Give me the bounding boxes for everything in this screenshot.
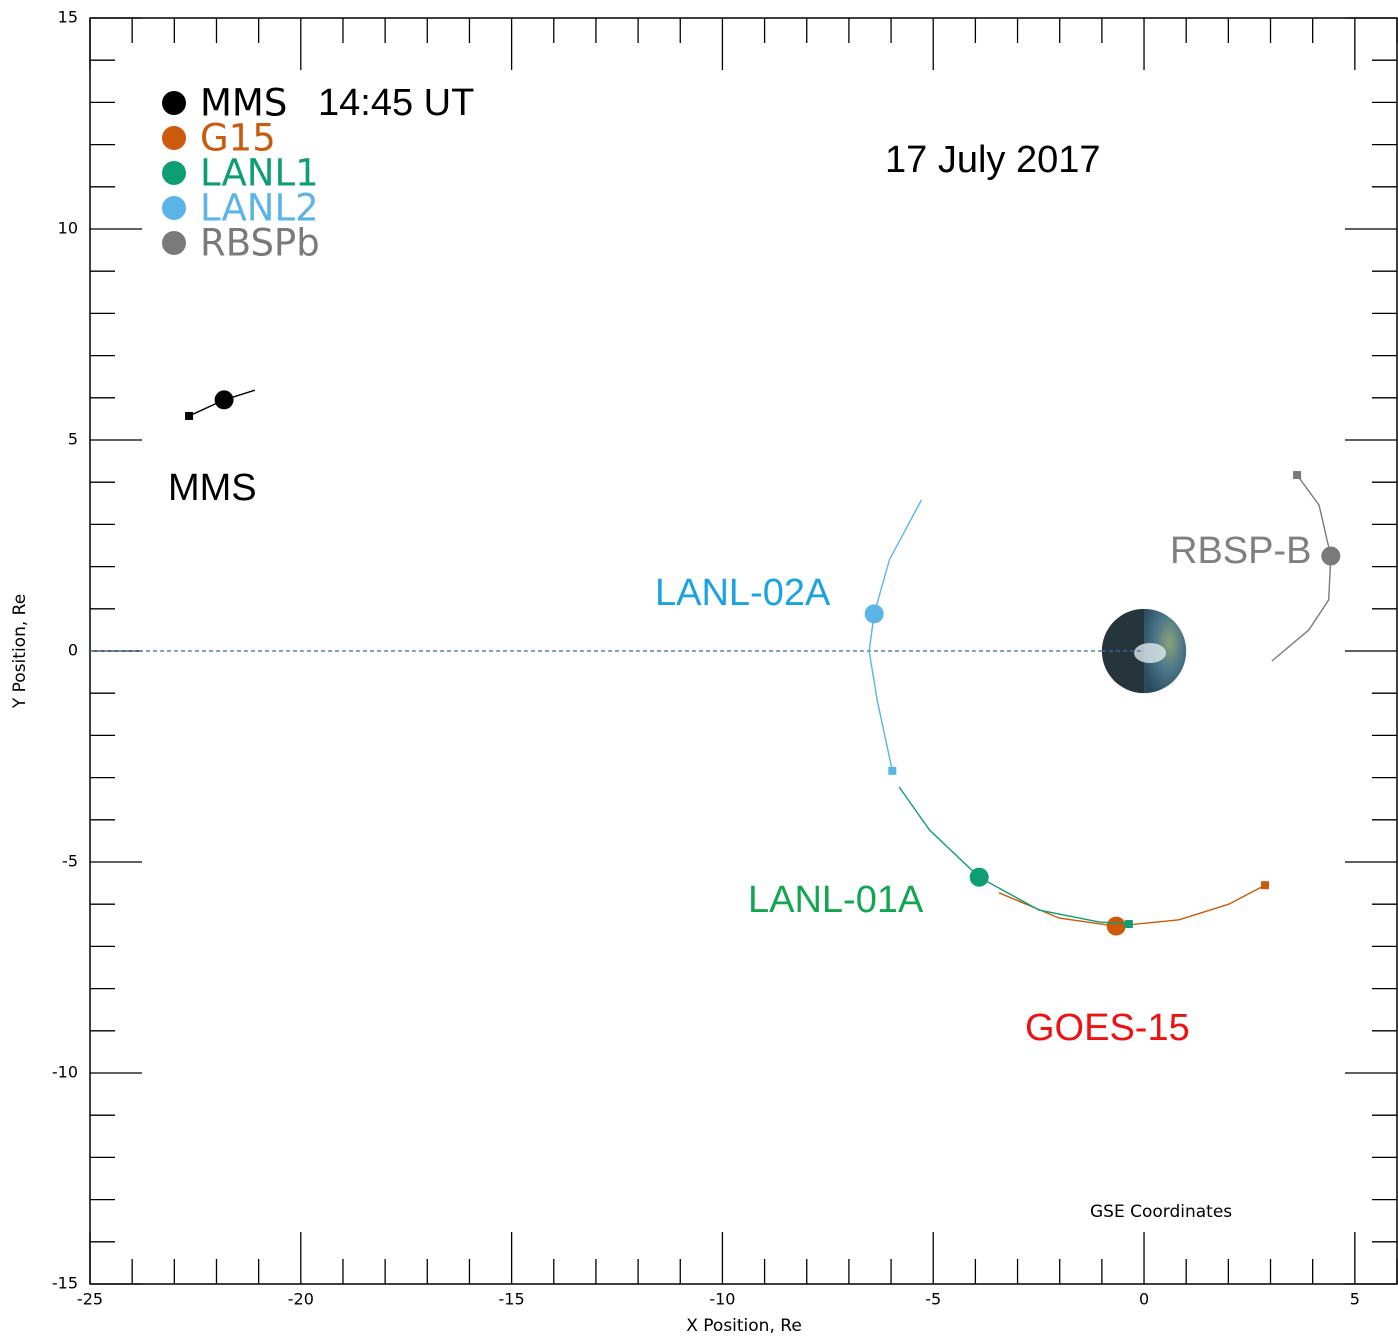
legend-label: RBSPb	[200, 222, 320, 265]
position-marker	[215, 390, 234, 409]
legend-marker	[162, 231, 186, 255]
annotation: MMS	[168, 467, 257, 509]
start-marker	[1261, 881, 1269, 889]
annotation: GSE Coordinates	[1090, 1202, 1232, 1222]
chart: X Position, Re Y Position, Re -25 -20 -15 -…	[0, 0, 1398, 1338]
start-marker	[1293, 471, 1301, 479]
x-axis-title: X Position, Re	[686, 1316, 802, 1336]
start-marker	[1125, 920, 1133, 928]
y-tick-label: -5	[62, 852, 78, 871]
y-tick-label: -10	[52, 1063, 78, 1082]
legend-marker	[162, 161, 186, 185]
trajectory	[999, 885, 1265, 926]
annotation: LANL-01A	[748, 879, 924, 921]
position-marker	[1321, 547, 1340, 566]
start-marker	[888, 767, 896, 775]
legend-marker	[162, 91, 186, 115]
x-tick-label: -20	[288, 1290, 314, 1309]
x-tick-label: 5	[1350, 1290, 1360, 1309]
x-tick-label: -10	[709, 1290, 735, 1309]
trajectory	[869, 500, 921, 771]
y-axis-title: Y Position, Re	[10, 594, 30, 709]
y-tick-label: 15	[58, 8, 78, 27]
x-tick-label: -25	[77, 1290, 103, 1309]
annotation: GOES-15	[1025, 1007, 1190, 1049]
start-marker	[185, 412, 193, 420]
y-tick-label: 5	[68, 430, 78, 449]
earth-ice	[1134, 643, 1166, 663]
x-tick-label: -15	[499, 1290, 525, 1309]
position-marker	[865, 604, 884, 623]
annotation: RBSP-B	[1170, 530, 1311, 572]
annotation: 17 July 2017	[885, 139, 1101, 181]
position-marker	[1107, 917, 1126, 936]
annotation: LANL-02A	[655, 572, 831, 614]
y-tick-label: 0	[68, 641, 78, 660]
annotation: 14:45 UT	[318, 82, 474, 124]
y-tick-label: 10	[58, 219, 78, 238]
position-marker	[970, 868, 989, 887]
x-tick-label: -5	[925, 1290, 941, 1309]
x-tick-label: 0	[1139, 1290, 1149, 1309]
y-tick-label: -15	[52, 1274, 78, 1293]
trajectory	[899, 787, 1129, 924]
legend-marker	[162, 126, 186, 150]
legend-marker	[162, 196, 186, 220]
